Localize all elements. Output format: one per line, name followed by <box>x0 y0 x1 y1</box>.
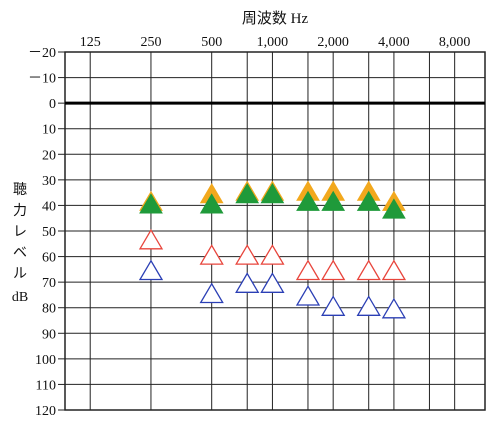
y-tick-label: 20 <box>42 148 56 163</box>
filled-triangle-marker <box>139 193 163 214</box>
y-tick-label: 30 <box>42 174 56 189</box>
open-triangle-marker <box>260 244 285 265</box>
filled-triangle-marker <box>296 190 320 211</box>
x-axis-ticks: 125 250 500 1,000 2,000 4,000 8,000 <box>80 35 471 50</box>
filled-triangle-marker <box>356 190 381 211</box>
y-tick-label: －10 <box>28 72 56 87</box>
y-tick-label: 0 <box>49 97 56 112</box>
x-tick-label: 1,000 <box>257 35 289 50</box>
open-triangle-marker <box>381 297 407 319</box>
filled-triangle-marker <box>382 198 406 219</box>
x-tick-label: 4,000 <box>378 35 410 50</box>
y-axis-ticks: －20 －10 0 10 20 30 40 50 60 70 80 90 100 110 120 <box>28 46 65 419</box>
y-tick-label: 10 <box>42 123 56 138</box>
open-triangle-marker <box>199 282 224 304</box>
y-tick-label: 90 <box>42 327 56 342</box>
open-triangle-marker <box>235 272 260 293</box>
open-triangle-marker <box>381 259 407 281</box>
filled-triangle-marker <box>321 190 346 211</box>
x-tick-label: 250 <box>140 35 161 50</box>
x-tick-label: 500 <box>201 35 222 50</box>
filled-triangle-marker <box>260 183 285 204</box>
y-tick-label: 40 <box>42 199 56 214</box>
y-axis-label-char: ベ <box>13 246 27 261</box>
open-triangle-marker <box>295 259 321 281</box>
open-triangle-marker <box>199 244 224 265</box>
chart-title: 周波数 Hz <box>242 10 309 27</box>
filled-triangle-marker <box>199 193 224 214</box>
y-axis-label-char: ル <box>13 267 27 282</box>
data-markers <box>138 180 407 319</box>
filled-triangle-marker <box>235 183 260 204</box>
open-triangle-marker <box>138 259 164 281</box>
y-tick-label: 60 <box>42 251 56 266</box>
y-tick-label: 70 <box>42 276 56 291</box>
open-triangle-marker <box>235 244 260 265</box>
open-triangle-marker <box>295 285 321 306</box>
y-tick-label: 80 <box>42 302 56 317</box>
open-triangle-marker <box>138 228 164 250</box>
y-tick-label: 120 <box>35 404 56 419</box>
y-axis-label-char: 力 <box>13 203 27 219</box>
open-triangle-marker <box>356 259 381 281</box>
y-tick-label: 110 <box>36 378 56 393</box>
y-axis-label-char: dB <box>12 290 28 305</box>
open-triangle-marker <box>356 295 381 316</box>
y-axis-label-char: レ <box>13 225 27 240</box>
open-triangle-marker <box>260 272 285 293</box>
open-triangle-marker <box>321 295 346 316</box>
x-tick-label: 125 <box>80 35 101 50</box>
x-tick-label: 2,000 <box>317 35 349 50</box>
y-axis-label-char: 聴 <box>13 182 27 198</box>
open-triangle-marker <box>321 259 346 281</box>
grid <box>64 51 486 411</box>
x-tick-label: 8,000 <box>439 35 471 50</box>
y-tick-label: 50 <box>42 225 56 240</box>
y-tick-label: －20 <box>28 46 56 61</box>
y-tick-label: 100 <box>35 353 56 368</box>
